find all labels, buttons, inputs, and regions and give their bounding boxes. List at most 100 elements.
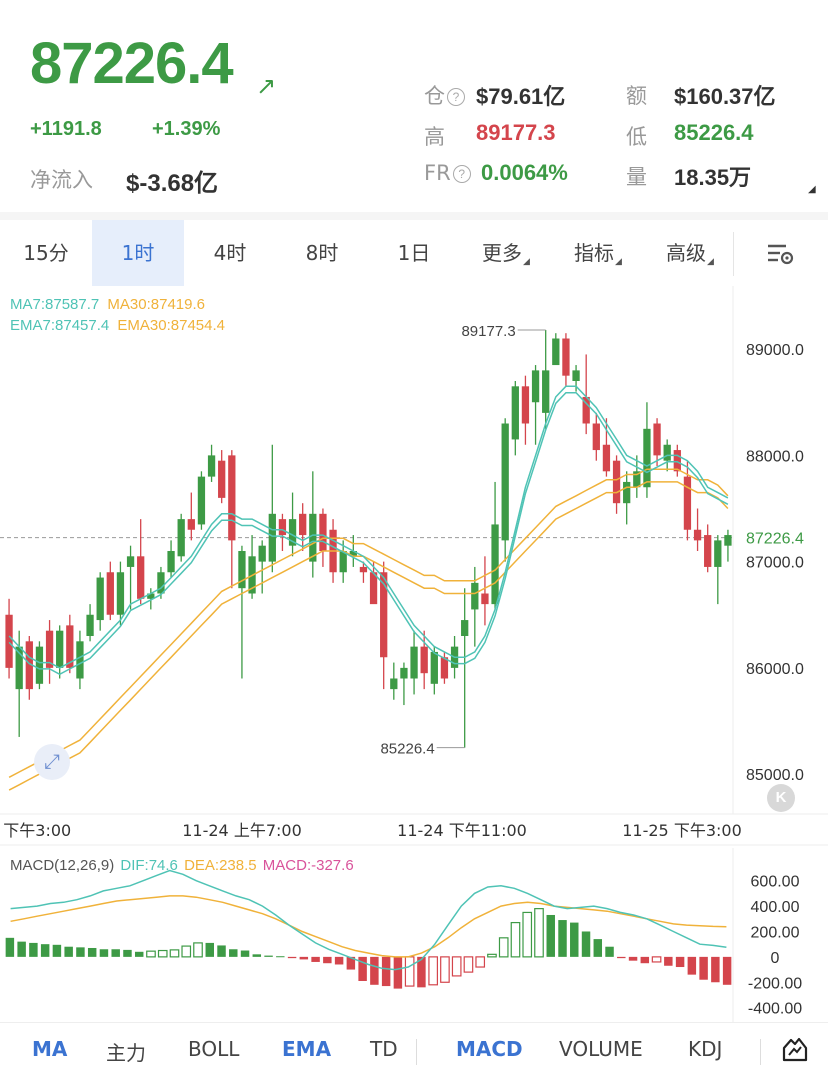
macd-bar [546,914,555,957]
macd-chart[interactable]: 600.00 400.00 200.00 0 -200.00 -400.00 [0,848,828,1022]
macd-bar [252,954,262,957]
candle [207,455,216,477]
k-button-icon[interactable]: K [767,784,795,812]
macd-bar [76,947,85,957]
macd-bar [593,939,603,957]
macd-bar [123,949,132,957]
current-price: 87226.4 [30,31,234,96]
candle [66,625,74,668]
macd-bar [157,949,168,958]
macd-tick-label: 600.00 [751,874,800,891]
tab-15m[interactable]: 15分 [23,241,69,265]
high-marker-label: 89177.3 [461,323,515,340]
current-price-tag: 87226.4 [746,531,804,548]
expand-icon[interactable]: ⤢ [34,744,70,780]
candle [683,476,692,530]
macd-bar [617,956,626,959]
candle [278,519,287,536]
x-tick-label: 3 下午3:00 [0,821,71,840]
macd-bar [111,949,120,957]
indicator-volume[interactable]: VOLUME [559,1037,643,1061]
fr-label: FR [424,161,451,185]
candle [106,572,114,615]
help-icon[interactable]: ? [447,88,465,106]
candle [167,551,175,573]
candle [380,572,388,658]
candle [35,646,44,684]
ma7-line [8,385,729,669]
indicator-ma[interactable]: MA [32,1037,68,1061]
candle [25,641,33,690]
macd-bar [287,956,297,959]
volume-value: 18.35万 [674,165,752,190]
macd-bar [193,942,203,958]
drawing-tool-icon[interactable] [781,1035,809,1063]
candle [228,455,236,541]
y-tick-label: 89000.0 [746,342,804,359]
candle [116,572,125,615]
macd-bar [522,911,533,958]
tab-advanced[interactable]: 高级◢ [666,241,714,267]
tab-indicators[interactable]: 指标◢ [574,241,622,267]
tab-4h[interactable]: 4时 [213,241,247,265]
chart-settings-icon[interactable] [766,240,796,268]
macd-bar [370,956,379,985]
macd-bar [687,956,697,975]
candle [309,513,317,562]
candle [572,370,580,381]
candle [45,630,54,668]
candle [491,524,499,605]
low-label: 低 [626,125,647,149]
x-tick-label: 11-24 上午7:00 [182,821,302,840]
indicator-td[interactable]: TD [370,1037,398,1061]
tab-more[interactable]: 更多◢ [482,241,530,267]
candle [400,667,408,679]
candle [56,630,64,668]
candle [704,535,712,567]
candle [339,551,347,573]
candlestick-chart[interactable]: 89000.0 88000.0 87000.0 86000.0 85000.0 87226… [0,286,828,846]
candle [420,646,428,674]
indicator-divider [416,1039,417,1065]
candle [531,370,540,403]
macd-bar [276,956,285,958]
macd-bar [451,956,462,977]
candle [238,551,246,589]
macd-bar [29,942,38,957]
header-separator [0,212,828,220]
macd-bar [381,956,391,987]
candle [359,566,368,573]
macd-bar [169,949,180,958]
candle [653,423,661,456]
macd-bar [229,949,238,957]
candle [268,513,276,562]
macd-bar [417,956,426,988]
macd-bar [675,956,685,968]
indicator-main-force[interactable]: 主力 [106,1041,146,1065]
indicator-kdj[interactable]: KDJ [688,1037,723,1061]
macd-bar [323,956,332,964]
candle [218,460,226,498]
macd-legend: MACD(12,26,9) DIF:74.6 DEA:238.5 MACD:-3… [10,857,354,874]
candle [633,471,641,488]
candle [612,460,621,504]
candle [440,657,449,679]
macd-bar [264,955,273,957]
macd-bar [428,956,439,986]
help-icon[interactable]: ? [452,165,471,183]
indicator-boll[interactable]: BOLL [188,1037,240,1061]
indicator-ema[interactable]: EMA [282,1037,332,1061]
macd-bar [570,922,579,957]
dropdown-triangle-icon: ◢ [523,257,530,267]
macd-tick-label: 200.00 [751,924,800,941]
tab-1d[interactable]: 1日 [397,241,431,265]
tab-8h[interactable]: 8时 [305,241,339,265]
current-price-tag-bg [737,525,828,550]
candle [126,556,135,567]
candle [673,450,681,472]
tab-1h[interactable]: 1时 [92,220,184,286]
candle [693,529,702,541]
oi-value: $79.61亿 [476,84,566,109]
candle [177,519,185,557]
indicator-macd[interactable]: MACD [456,1037,523,1061]
